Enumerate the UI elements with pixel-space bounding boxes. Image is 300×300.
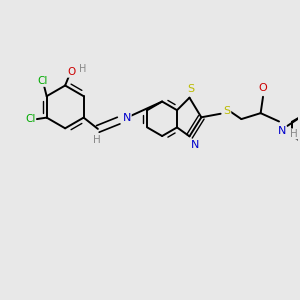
Text: H: H — [92, 135, 100, 145]
Text: O: O — [67, 67, 75, 77]
Text: H: H — [290, 129, 298, 139]
Text: S: S — [224, 106, 231, 116]
Text: Cl: Cl — [25, 114, 35, 124]
Text: N: N — [190, 140, 199, 150]
Text: H: H — [79, 64, 86, 74]
Text: N: N — [278, 126, 286, 136]
Text: Cl: Cl — [37, 76, 47, 86]
Text: N: N — [123, 112, 131, 123]
Text: O: O — [259, 83, 267, 94]
Text: S: S — [187, 84, 194, 94]
